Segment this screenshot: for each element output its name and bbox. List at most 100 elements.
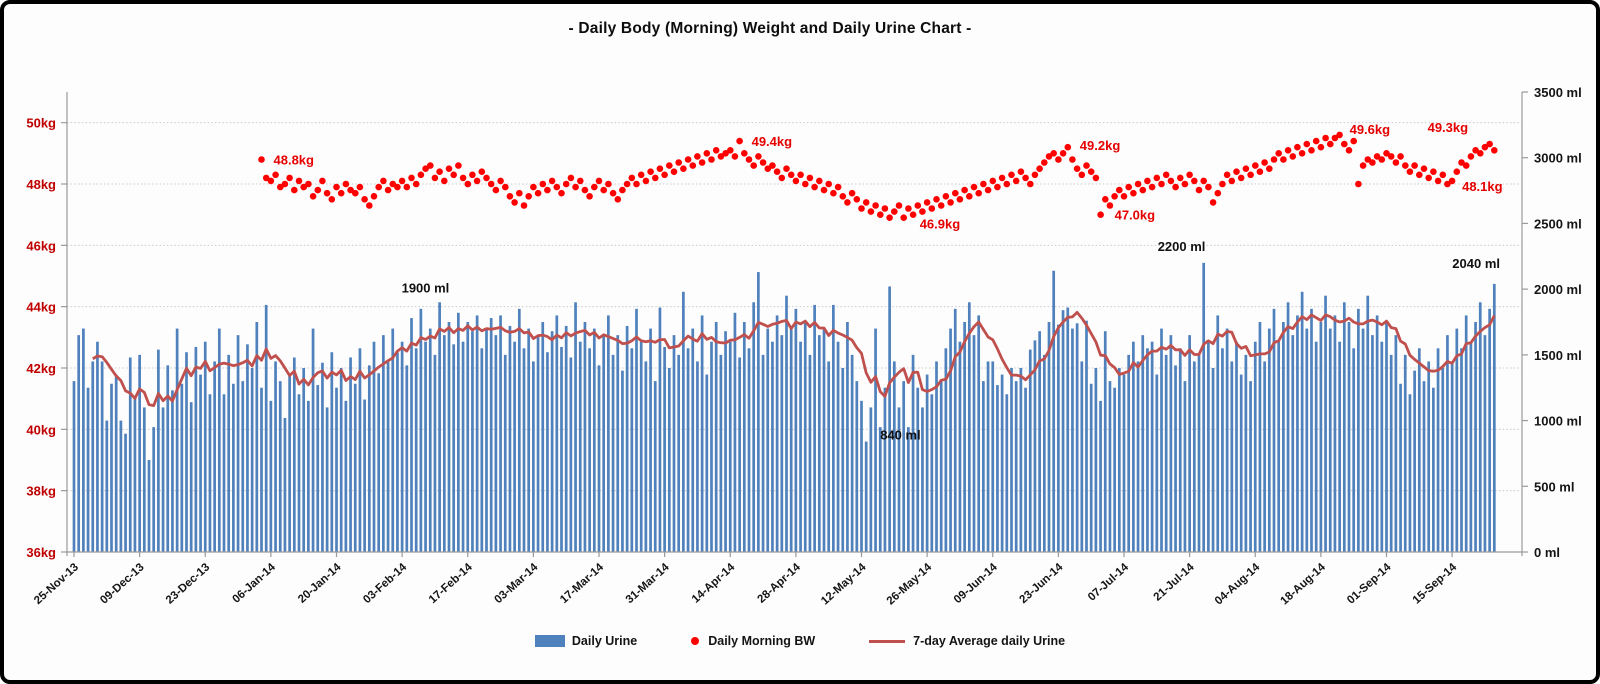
urine-bar — [180, 383, 184, 552]
urine-bar — [808, 354, 812, 552]
urine-bar — [874, 328, 877, 552]
right-axis-labels: 0 ml 500 ml 1000 ml 1500 ml 2000 ml 2500 ml 30… — [1534, 85, 1582, 560]
urine-bar — [738, 357, 741, 552]
weight-dot — [370, 193, 378, 200]
urine-bar — [236, 335, 240, 552]
weight-dot — [980, 180, 987, 188]
weight-dot — [1472, 147, 1479, 154]
urine-bar — [1328, 328, 1332, 552]
urine-bar — [321, 362, 324, 552]
urine-bar — [1310, 308, 1313, 552]
weight-dot — [295, 177, 303, 185]
urine-bar — [1282, 322, 1285, 552]
urine-bar — [555, 315, 559, 552]
urine-bar — [850, 354, 854, 552]
urine-bar — [710, 341, 713, 552]
weight-dot — [464, 180, 472, 188]
weight-dot — [1228, 177, 1236, 185]
weight-dot — [1055, 156, 1062, 163]
urine-bar — [564, 325, 568, 552]
weight-dot — [684, 156, 692, 163]
urine-bar — [1249, 381, 1252, 552]
urine-bar — [105, 420, 109, 552]
weight-dot — [1106, 202, 1114, 209]
weight-dot — [516, 189, 523, 197]
weight-dot — [436, 168, 443, 175]
weight-dot — [417, 171, 425, 179]
weight-dot — [333, 183, 340, 191]
urine-bar — [1005, 394, 1009, 552]
weight-dot — [1214, 189, 1222, 197]
weight-dot — [769, 162, 776, 169]
weight-dot — [708, 156, 715, 163]
weight-dot — [286, 174, 293, 182]
urine-bar — [208, 394, 212, 552]
weight-dot — [1397, 153, 1404, 160]
weight-dot — [745, 156, 753, 163]
urine-bar — [1178, 348, 1182, 552]
urine-bar — [1450, 361, 1454, 552]
urine-bar — [817, 335, 821, 552]
x-axis-label: 03-Mar-14 — [492, 561, 540, 606]
right-axis-label: 1500 ml — [1534, 348, 1582, 363]
urine-bar — [185, 352, 188, 552]
urine-bar — [1122, 374, 1126, 552]
urine-bar — [611, 354, 615, 552]
urine-bar — [335, 387, 338, 552]
urine-bar — [138, 354, 141, 552]
urine-bar — [1183, 381, 1187, 552]
urine-bar — [1432, 387, 1435, 552]
left-axis-label: 36kg — [26, 545, 56, 560]
weight-dot — [900, 214, 907, 221]
urine-bar — [110, 383, 113, 552]
weight-dot — [1261, 159, 1268, 166]
urine-bar — [803, 322, 807, 552]
urine-bar — [307, 400, 310, 552]
urine-bar — [653, 381, 657, 552]
urine-bar — [166, 365, 170, 552]
urine-bar — [1113, 387, 1116, 552]
urine-annotation: 840 ml — [880, 428, 920, 443]
weight-dot — [1111, 193, 1118, 200]
urine-bar — [883, 387, 887, 552]
weight-dot — [675, 159, 682, 166]
weight-dot — [347, 186, 354, 194]
urine-bar — [878, 427, 882, 552]
right-axis-label: 3000 ml — [1534, 151, 1582, 166]
weight-dot — [1275, 150, 1282, 157]
weight-dot — [862, 199, 870, 206]
urine-bar — [419, 308, 423, 552]
weight-dot — [689, 162, 697, 169]
urine-bar — [1478, 302, 1482, 552]
urine-bar — [1169, 335, 1173, 552]
weight-dot — [1059, 150, 1067, 157]
urine-bar — [246, 344, 249, 552]
urine-bar — [260, 387, 263, 552]
left-axis-label: 42kg — [26, 361, 56, 376]
urine-bar — [1469, 341, 1473, 552]
urine-bar — [799, 341, 802, 552]
urine-bar — [1319, 322, 1323, 552]
x-axis-label: 09-Dec-13 — [98, 561, 146, 606]
weight-dot — [281, 180, 289, 188]
weight-dot — [698, 159, 706, 166]
urine-bar — [489, 318, 493, 552]
x-axis-label: 14-Apr-14 — [690, 561, 738, 606]
urine-bar — [1361, 328, 1365, 552]
urine-bar — [1225, 328, 1229, 552]
right-axis-label: 1000 ml — [1534, 414, 1582, 429]
urine-bar — [602, 335, 606, 552]
weight-dot — [380, 177, 387, 185]
weight-dot — [1270, 156, 1278, 163]
urine-bar — [635, 308, 638, 552]
weight-dot — [661, 171, 668, 179]
weight-dot — [750, 162, 757, 169]
weight-dot — [773, 168, 781, 175]
weight-dot — [305, 180, 312, 188]
x-axis-label: 12-May-14 — [819, 561, 869, 608]
weight-dot — [694, 153, 701, 160]
urine-bar — [358, 348, 362, 552]
urine-bar — [761, 354, 765, 552]
weight-dot — [670, 168, 678, 175]
urine-bar — [977, 315, 981, 552]
